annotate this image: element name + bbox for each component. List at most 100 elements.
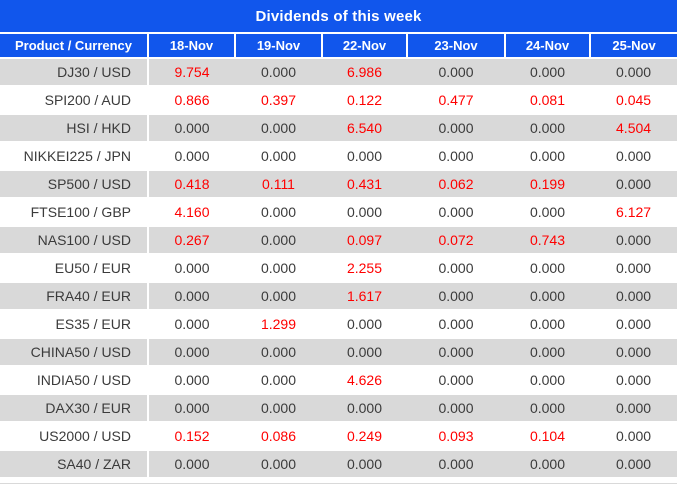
dividend-value-cell: 0.000 xyxy=(590,422,677,451)
product-cell: NIKKEI225 / JPN xyxy=(0,142,149,171)
dividend-value-cell: 0.249 xyxy=(322,422,407,451)
dividend-value-cell: 0.000 xyxy=(322,338,407,367)
dividend-value-cell: 0.000 xyxy=(235,142,322,171)
dividend-value-cell: 0.081 xyxy=(505,86,590,115)
dividend-value-cell: 0.072 xyxy=(407,226,505,255)
dividend-value-cell: 0.431 xyxy=(322,170,407,199)
dividend-value-cell: 0.000 xyxy=(590,170,677,199)
dividend-value-cell: 0.000 xyxy=(505,394,590,423)
dividend-value-cell: 0.000 xyxy=(407,254,505,283)
product-currency-column-header: Product / Currency xyxy=(0,33,149,59)
dividend-value-cell: 6.540 xyxy=(322,114,407,143)
product-cell: FRA40 / EUR xyxy=(0,282,149,311)
dividend-value-cell: 0.062 xyxy=(407,170,505,199)
dividend-value-cell: 0.000 xyxy=(407,366,505,395)
table-row: FRA40 / EUR 0.000 0.000 1.617 0.000 0.000 0.00… xyxy=(0,282,677,311)
dividend-value-cell: 0.199 xyxy=(505,170,590,199)
date-column-header: 25-Nov xyxy=(590,33,677,59)
product-cell: CHINA50 / USD xyxy=(0,338,149,367)
dividend-value-cell: 4.504 xyxy=(590,114,677,143)
dividend-value-cell: 0.000 xyxy=(148,366,235,395)
date-column-header: 22-Nov xyxy=(322,33,408,59)
dividend-value-cell: 0.122 xyxy=(322,86,407,115)
dividend-value-cell: 4.160 xyxy=(148,198,235,227)
dividend-value-cell: 0.000 xyxy=(505,254,590,283)
dividend-value-cell: 0.000 xyxy=(590,142,677,171)
dividend-value-cell: 0.000 xyxy=(235,198,322,227)
dividend-value-cell: 0.000 xyxy=(235,226,322,255)
dividend-value-cell: 0.000 xyxy=(407,142,505,171)
dividend-value-cell: 0.000 xyxy=(505,338,590,367)
dividend-value-cell: 0.000 xyxy=(235,282,322,311)
dividend-value-cell: 0.000 xyxy=(590,282,677,311)
product-cell: INDIA50 / USD xyxy=(0,366,149,395)
dividend-value-cell: 0.097 xyxy=(322,226,407,255)
dividend-value-cell: 0.000 xyxy=(407,310,505,339)
dividend-value-cell: 6.986 xyxy=(322,58,407,87)
dividend-value-cell: 0.000 xyxy=(235,394,322,423)
dividend-value-cell: 0.000 xyxy=(505,58,590,87)
dividend-value-cell: 1.299 xyxy=(235,310,322,339)
dividend-value-cell: 0.743 xyxy=(505,226,590,255)
dividend-value-cell: 0.000 xyxy=(235,450,322,479)
dividend-value-cell: 0.000 xyxy=(590,450,677,479)
product-cell: EU50 / EUR xyxy=(0,254,149,283)
dividend-value-cell: 0.045 xyxy=(590,86,677,115)
product-cell: HSI / HKD xyxy=(0,114,149,143)
dividend-value-cell: 0.000 xyxy=(590,226,677,255)
dividend-value-cell: 0.000 xyxy=(235,58,322,87)
dividend-value-cell: 0.000 xyxy=(505,114,590,143)
dividend-value-cell: 0.418 xyxy=(148,170,235,199)
dividend-value-cell: 0.152 xyxy=(148,422,235,451)
table-row: SP500 / USD 0.418 0.111 0.431 0.062 0.199 0.00… xyxy=(0,170,677,199)
product-cell: SPI200 / AUD xyxy=(0,86,149,115)
table-row: DJ30 / USD 9.754 0.000 6.986 0.000 0.000 0.000 xyxy=(0,58,677,87)
table-row: SA40 / ZAR 0.000 0.000 0.000 0.000 0.000 0.000 xyxy=(0,450,677,479)
dividend-value-cell: 0.267 xyxy=(148,226,235,255)
dividend-value-cell: 0.000 xyxy=(407,394,505,423)
dividend-value-cell: 0.000 xyxy=(148,142,235,171)
dividend-value-cell: 0.000 xyxy=(148,338,235,367)
dividend-value-cell: 0.000 xyxy=(407,338,505,367)
title-row: Dividends of this week xyxy=(0,0,677,34)
product-cell: DJ30 / USD xyxy=(0,58,149,87)
dividend-value-cell: 0.000 xyxy=(235,366,322,395)
dividend-value-cell: 0.397 xyxy=(235,86,322,115)
table-row: NIKKEI225 / JPN 0.000 0.000 0.000 0.000 0.000… xyxy=(0,142,677,171)
product-cell: ES35 / EUR xyxy=(0,310,149,339)
table-row: FTSE100 / GBP 4.160 0.000 0.000 0.000 0.000 6.… xyxy=(0,198,677,227)
dividend-value-cell: 0.477 xyxy=(407,86,505,115)
table-row: EU50 / EUR 0.000 0.000 2.255 0.000 0.000 0.000 xyxy=(0,254,677,283)
dividend-value-cell: 0.000 xyxy=(505,310,590,339)
date-column-header: 18-Nov xyxy=(148,33,236,59)
product-cell: US2000 / USD xyxy=(0,422,149,451)
dividend-value-cell: 1.617 xyxy=(322,282,407,311)
dividend-value-cell: 0.000 xyxy=(590,338,677,367)
date-column-header: 23-Nov xyxy=(407,33,506,59)
dividend-value-cell: 0.000 xyxy=(590,58,677,87)
date-column-header: 19-Nov xyxy=(235,33,323,59)
table-row: SPI200 / AUD 0.866 0.397 0.122 0.477 0.081 0.0… xyxy=(0,86,677,115)
dividend-value-cell: 0.000 xyxy=(322,198,407,227)
dividend-value-cell: 0.000 xyxy=(590,310,677,339)
dividend-value-cell: 0.000 xyxy=(505,282,590,311)
dividend-value-cell: 0.000 xyxy=(505,366,590,395)
table-title: Dividends of this week xyxy=(0,0,677,34)
dividend-value-cell: 0.000 xyxy=(235,114,322,143)
dividend-value-cell: 0.000 xyxy=(322,394,407,423)
dividend-value-cell: 0.000 xyxy=(148,254,235,283)
product-cell: SA40 / ZAR xyxy=(0,450,149,479)
dividend-value-cell: 0.000 xyxy=(505,450,590,479)
dividend-value-cell: 4.626 xyxy=(322,366,407,395)
dividend-value-cell: 0.000 xyxy=(407,198,505,227)
dividend-value-cell: 0.000 xyxy=(148,450,235,479)
dividend-value-cell: 0.111 xyxy=(235,170,322,199)
table-row: NAS100 / USD 0.267 0.000 0.097 0.072 0.743 0.0… xyxy=(0,226,677,255)
date-column-header: 24-Nov xyxy=(505,33,591,59)
dividend-value-cell: 0.000 xyxy=(407,114,505,143)
dividend-value-cell: 0.104 xyxy=(505,422,590,451)
dividend-value-cell: 6.127 xyxy=(590,198,677,227)
table-row: ES35 / EUR 0.000 1.299 0.000 0.000 0.000 0.000 xyxy=(0,310,677,339)
